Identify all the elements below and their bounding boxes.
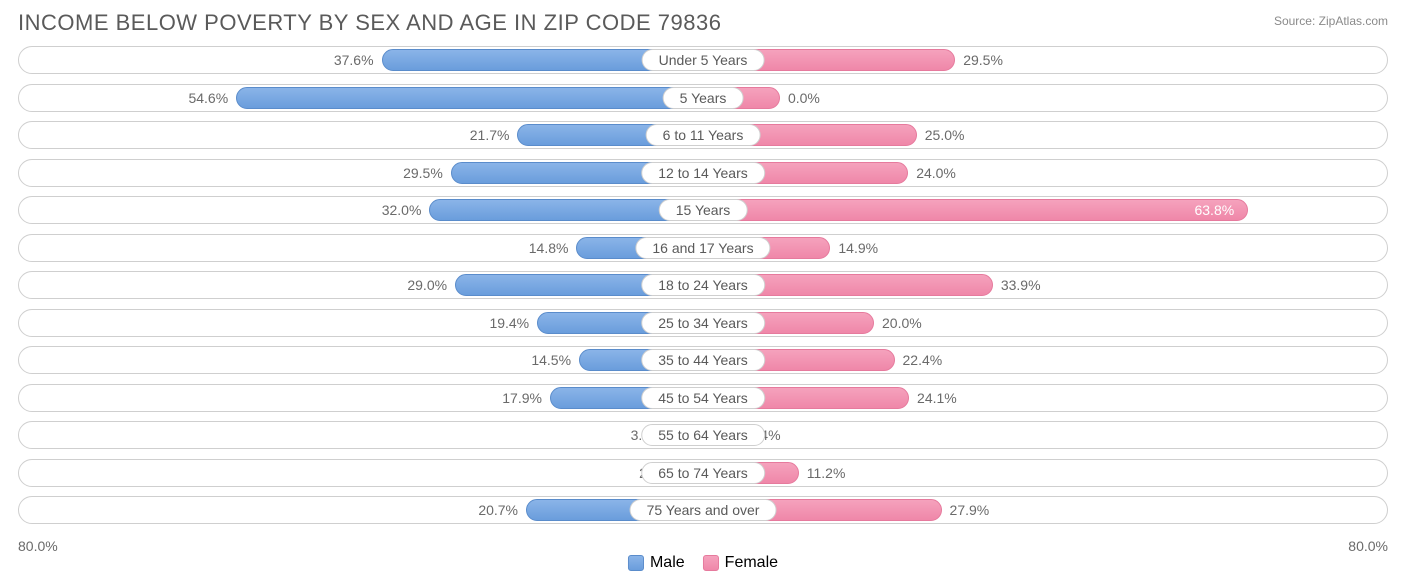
male-value: 37.6%	[334, 47, 374, 73]
female-value: 20.0%	[882, 310, 922, 336]
female-value: 0.0%	[788, 85, 820, 111]
legend-male-label: Male	[650, 554, 685, 572]
male-bar	[236, 87, 703, 109]
female-value: 33.9%	[1001, 272, 1041, 298]
male-value: 32.0%	[382, 197, 422, 223]
category-label: 65 to 74 Years	[641, 462, 765, 484]
diverging-bar-chart: 37.6% 29.5% Under 5 Years 54.6% 0.0% 5 Years 2…	[0, 42, 1406, 524]
male-value: 14.5%	[531, 347, 571, 373]
female-value: 14.9%	[838, 235, 878, 261]
female-swatch-icon	[703, 555, 719, 571]
category-label: 25 to 34 Years	[641, 312, 765, 334]
axis-max-left: 80.0%	[18, 538, 58, 554]
category-label: Under 5 Years	[642, 49, 765, 71]
male-value: 20.7%	[478, 497, 518, 523]
category-label: 15 Years	[659, 199, 748, 221]
category-label: 75 Years and over	[630, 499, 777, 521]
chart-row: 21.7% 25.0% 6 to 11 Years	[18, 121, 1388, 149]
chart-row: 54.6% 0.0% 5 Years	[18, 84, 1388, 112]
category-label: 35 to 44 Years	[641, 349, 765, 371]
legend-item-female: Female	[703, 554, 778, 572]
female-value: 25.0%	[925, 122, 965, 148]
female-value: 29.5%	[963, 47, 1003, 73]
category-label: 45 to 54 Years	[641, 387, 765, 409]
male-swatch-icon	[628, 555, 644, 571]
chart-row: 32.0% 63.8% 15 Years	[18, 196, 1388, 224]
female-value: 11.2%	[807, 460, 846, 486]
male-value: 29.5%	[403, 160, 443, 186]
chart-row: 20.7% 27.9% 75 Years and over	[18, 496, 1388, 524]
male-value: 19.4%	[489, 310, 529, 336]
female-value: 22.4%	[903, 347, 943, 373]
female-value: 24.0%	[916, 160, 956, 186]
legend-female-label: Female	[725, 554, 778, 572]
chart-row: 29.5% 24.0% 12 to 14 Years	[18, 159, 1388, 187]
category-label: 12 to 14 Years	[641, 162, 765, 184]
female-bar	[703, 199, 1248, 221]
axis-max-right: 80.0%	[1348, 538, 1388, 554]
category-label: 55 to 64 Years	[641, 424, 765, 446]
legend: Male Female	[628, 554, 778, 572]
chart-header: INCOME BELOW POVERTY BY SEX AND AGE IN Z…	[0, 0, 1406, 42]
male-value: 21.7%	[470, 122, 510, 148]
chart-footer: 80.0% 80.0% Male Female	[0, 534, 1406, 564]
male-value: 14.8%	[529, 235, 569, 261]
category-label: 5 Years	[663, 87, 744, 109]
legend-item-male: Male	[628, 554, 685, 572]
category-label: 6 to 11 Years	[646, 124, 761, 146]
chart-row: 2.8%11.2%65 to 74 Years	[18, 459, 1388, 487]
category-label: 18 to 24 Years	[641, 274, 765, 296]
chart-row: 29.0% 33.9% 18 to 24 Years	[18, 271, 1388, 299]
chart-row: 14.5% 22.4% 35 to 44 Years	[18, 346, 1388, 374]
male-value: 17.9%	[502, 385, 542, 411]
female-value: 27.9%	[950, 497, 990, 523]
chart-row: 3.8%4.4%55 to 64 Years	[18, 421, 1388, 449]
chart-row: 19.4% 20.0% 25 to 34 Years	[18, 309, 1388, 337]
chart-row: 37.6% 29.5% Under 5 Years	[18, 46, 1388, 74]
category-label: 16 and 17 Years	[635, 237, 770, 259]
chart-title: INCOME BELOW POVERTY BY SEX AND AGE IN Z…	[18, 10, 721, 36]
chart-row: 17.9% 24.1% 45 to 54 Years	[18, 384, 1388, 412]
chart-source: Source: ZipAtlas.com	[1274, 10, 1388, 28]
male-value: 29.0%	[407, 272, 447, 298]
chart-row: 14.8% 14.9% 16 and 17 Years	[18, 234, 1388, 262]
female-value: 63.8%	[1194, 197, 1234, 223]
male-value: 54.6%	[188, 85, 228, 111]
female-value: 24.1%	[917, 385, 957, 411]
